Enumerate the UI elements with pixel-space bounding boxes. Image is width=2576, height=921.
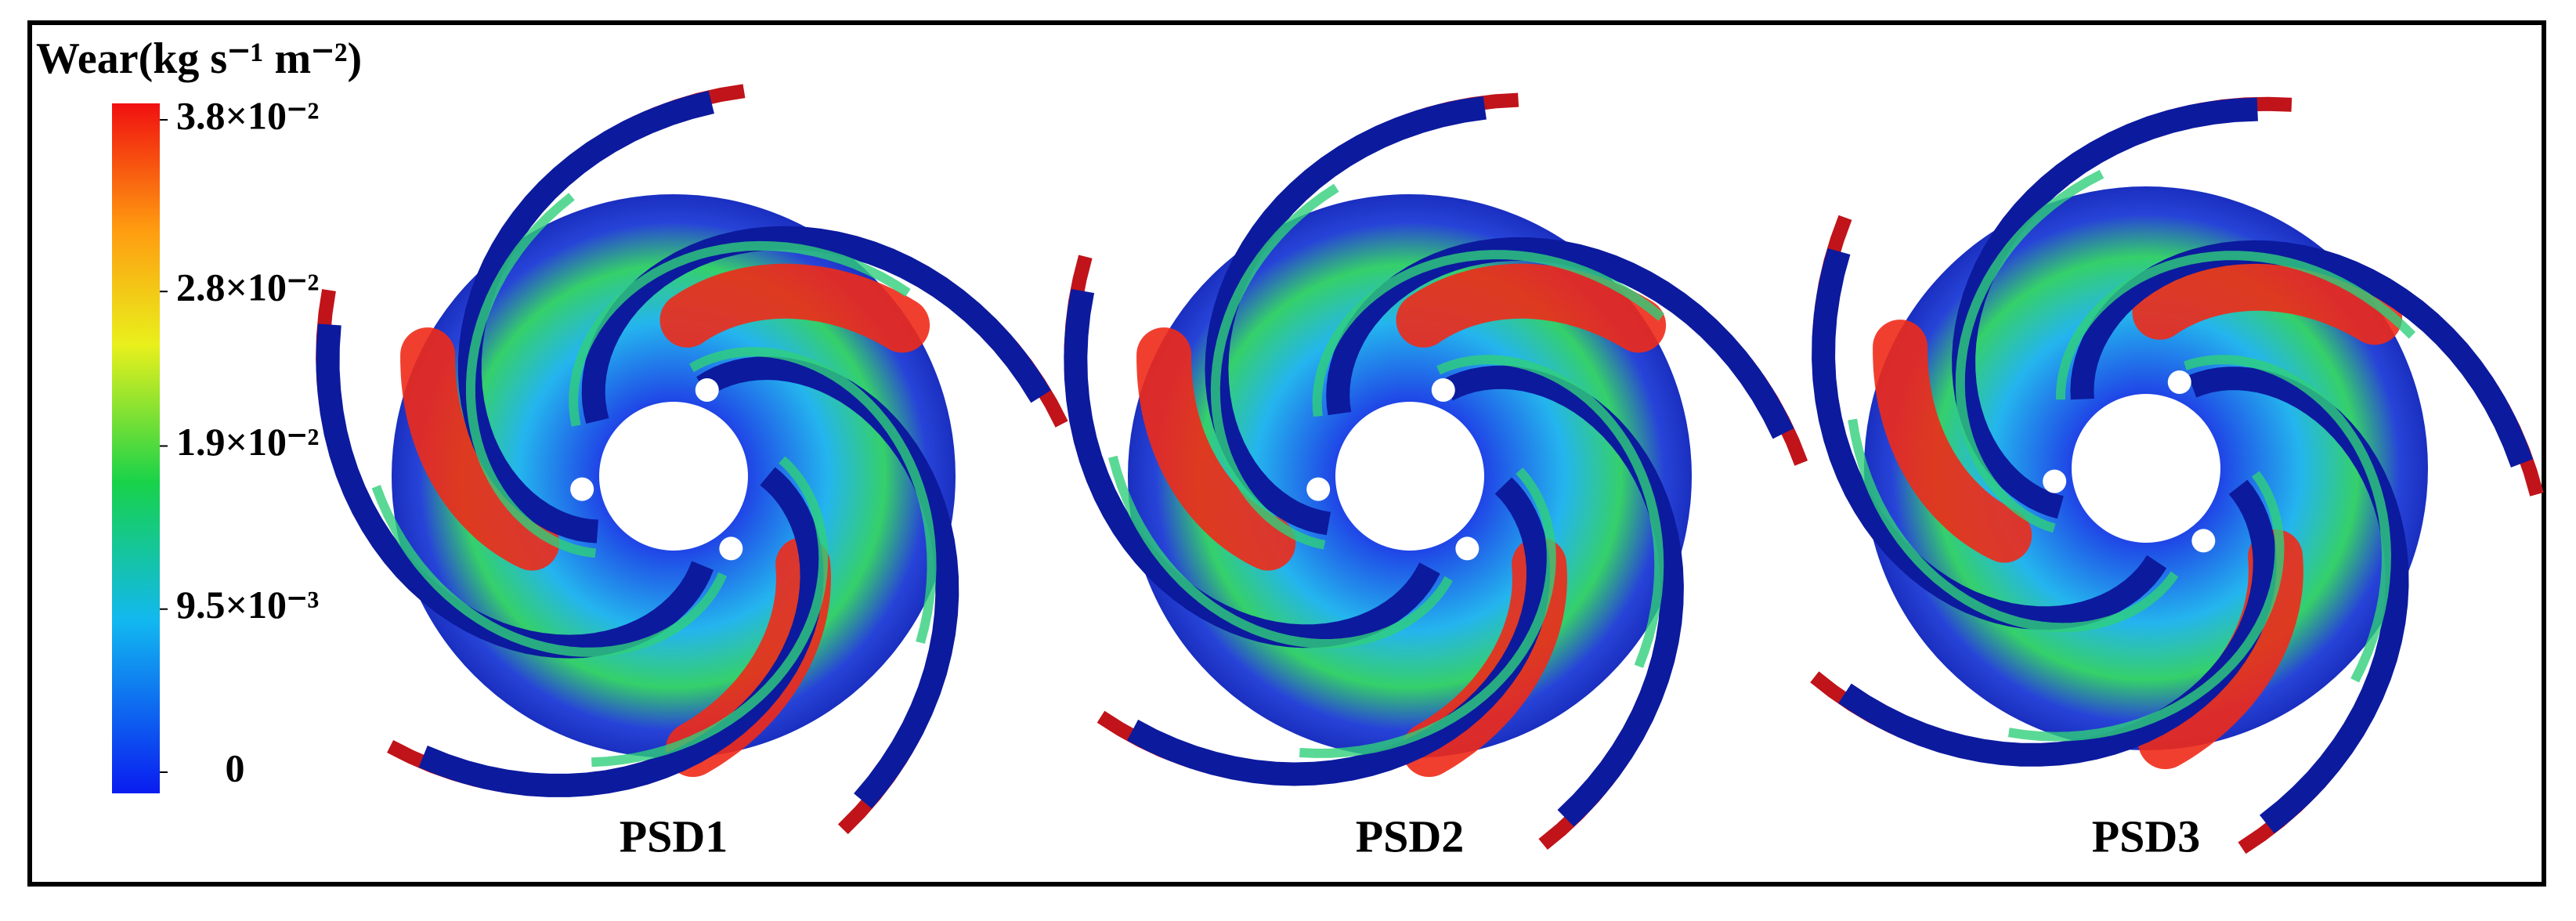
hole [570,477,594,501]
hub [2072,394,2220,543]
wear-patch [1873,320,2032,563]
blade-wear [1108,455,1454,649]
hole [1431,378,1455,403]
wear-patch [659,263,930,353]
frame [27,20,2546,887]
colorbar-tick-label: 0 [226,746,245,789]
colorbar-tick-label: 1.9×10⁻² [176,420,319,464]
labels: PSD1 PSD2 PSD3 [620,811,2201,861]
wear-patch [400,327,560,571]
blade-wear [2056,251,2416,400]
impellers [316,84,2544,854]
panel-label: PSD1 [620,811,728,861]
colorbar [112,103,160,793]
hub [599,402,748,551]
colorbar-tick-label: 3.8×10⁻² [176,93,319,137]
hub [1335,402,1484,551]
blade-wear [1299,468,1556,758]
blade-wear [2007,471,2285,742]
colorbar-tick-label: 9.5×10⁻³ [176,583,319,627]
blade-wear [1848,418,2179,633]
colorbar-title: Wear(kg s⁻¹ m⁻²) [36,34,362,83]
hole [719,536,743,561]
blade-wear [371,485,728,657]
colorbar-tick-label: 2.8×10⁻² [176,265,319,309]
panel-label: PSD2 [1356,811,1465,861]
blade-wear [465,193,597,558]
panel-label: PSD3 [2092,811,2201,861]
hole [695,378,719,403]
blade-wear [1436,355,1664,668]
blade-wear [1955,169,2105,533]
blade-wear [569,240,911,427]
blade-wear [591,456,829,768]
hole [1306,477,1331,501]
hole [2191,529,2216,553]
wear-patch [2132,255,2403,345]
blade-wear [1312,250,1665,417]
blade-wear [1210,183,1339,550]
hole [1455,536,1479,561]
blade-wear [2184,355,2392,683]
hole [2167,370,2191,395]
blade-wear [688,347,937,645]
wear-patch [1136,327,1296,571]
hole [2043,469,2067,493]
wear-patch [1396,263,1667,353]
